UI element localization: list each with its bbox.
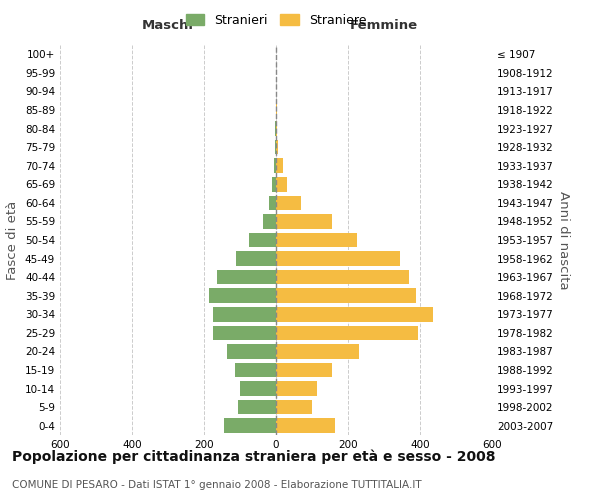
Bar — [276, 363, 332, 377]
Text: Femmine: Femmine — [350, 19, 418, 32]
Bar — [276, 288, 416, 303]
Bar — [276, 233, 357, 247]
Bar — [276, 103, 277, 117]
Bar — [236, 252, 276, 266]
Bar — [217, 270, 276, 284]
Bar — [276, 214, 332, 228]
Bar — [276, 270, 409, 284]
Bar — [276, 196, 301, 210]
Bar — [240, 382, 276, 396]
Text: Popolazione per cittadinanza straniera per età e sesso - 2008: Popolazione per cittadinanza straniera p… — [12, 450, 496, 464]
Bar — [275, 140, 276, 154]
Bar — [274, 158, 276, 173]
Bar — [213, 307, 276, 322]
Bar — [276, 418, 335, 433]
Bar — [276, 252, 400, 266]
Bar — [238, 400, 276, 414]
Bar — [275, 122, 276, 136]
Bar — [227, 344, 276, 358]
Y-axis label: Anni di nascita: Anni di nascita — [557, 190, 570, 290]
Bar — [276, 177, 287, 192]
Bar — [276, 382, 317, 396]
Text: Maschi: Maschi — [142, 19, 194, 32]
Bar — [224, 418, 276, 433]
Bar — [276, 307, 433, 322]
Bar — [235, 363, 276, 377]
Bar — [276, 158, 283, 173]
Text: COMUNE DI PESARO - Dati ISTAT 1° gennaio 2008 - Elaborazione TUTTITALIA.IT: COMUNE DI PESARO - Dati ISTAT 1° gennaio… — [12, 480, 422, 490]
Y-axis label: Fasce di età: Fasce di età — [7, 200, 19, 280]
Bar — [272, 177, 276, 192]
Bar — [276, 140, 278, 154]
Bar — [213, 326, 276, 340]
Bar — [269, 196, 276, 210]
Legend: Stranieri, Straniere: Stranieri, Straniere — [181, 8, 371, 32]
Bar — [276, 122, 277, 136]
Bar — [276, 326, 418, 340]
Bar — [263, 214, 276, 228]
Bar — [276, 400, 312, 414]
Bar — [249, 233, 276, 247]
Bar — [276, 344, 359, 358]
Bar — [209, 288, 276, 303]
